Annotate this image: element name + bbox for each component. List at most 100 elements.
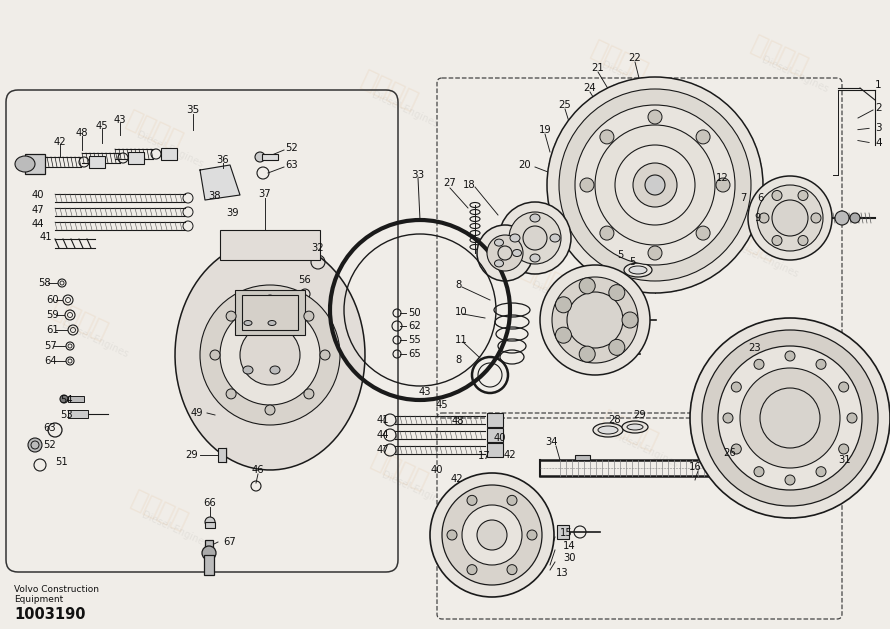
Circle shape [748,176,832,260]
Circle shape [579,346,595,362]
Ellipse shape [530,254,540,262]
Circle shape [772,235,782,245]
Bar [128,152,144,164]
Circle shape [477,520,507,550]
Text: 5: 5 [617,250,623,260]
Circle shape [600,130,614,144]
Text: 2: 2 [875,103,882,113]
Text: 48: 48 [452,416,465,426]
Circle shape [648,110,662,124]
Circle shape [690,318,890,518]
Text: Diesel-Engines: Diesel-Engines [140,510,210,550]
Text: 51: 51 [55,457,68,467]
Text: Volvo Construction: Volvo Construction [14,585,99,594]
Circle shape [798,235,808,245]
Text: 10: 10 [455,307,467,317]
Text: 31: 31 [838,455,852,465]
Text: 46: 46 [252,465,264,475]
Text: 55: 55 [408,335,421,345]
Circle shape [527,530,537,540]
Ellipse shape [15,156,35,172]
Circle shape [716,178,730,192]
Circle shape [540,265,650,375]
Text: Diesel-Engines: Diesel-Engines [380,470,450,510]
Circle shape [547,77,763,293]
Circle shape [633,163,677,207]
Text: 60: 60 [46,295,59,305]
Text: 紫发动力: 紫发动力 [717,216,782,264]
Text: 47: 47 [376,445,389,455]
Circle shape [847,413,857,423]
Ellipse shape [627,424,643,430]
Circle shape [442,485,542,585]
Ellipse shape [495,239,504,246]
Circle shape [202,546,216,560]
Ellipse shape [593,423,623,437]
Bar [220,230,320,260]
Text: Diesel-Engines: Diesel-Engines [610,430,680,470]
Text: 20: 20 [519,160,531,170]
Circle shape [205,517,215,527]
Circle shape [552,277,638,363]
Circle shape [645,175,665,195]
Bar [204,555,214,575]
Circle shape [754,467,764,477]
Text: 54: 54 [60,395,73,405]
Circle shape [696,130,710,144]
Text: Diesel-Engines: Diesel-Engines [760,55,829,95]
Text: Diesel-Engines: Diesel-Engines [270,310,340,350]
Bar [557,525,569,539]
Circle shape [467,496,477,505]
Circle shape [732,382,741,392]
Text: Diesel-Engines: Diesel-Engines [370,90,440,130]
Circle shape [567,292,623,348]
Circle shape [835,211,849,225]
Ellipse shape [244,321,252,325]
Text: 40: 40 [32,190,44,200]
Circle shape [816,359,826,369]
Circle shape [28,438,42,452]
Text: 紫发动力: 紫发动力 [587,36,652,84]
Ellipse shape [550,234,560,242]
Circle shape [811,213,821,223]
Text: 59: 59 [46,310,59,320]
Text: 15: 15 [560,528,573,538]
Circle shape [226,389,236,399]
Text: 36: 36 [216,155,230,165]
Text: 紫发动力: 紫发动力 [598,406,662,454]
Text: 紫发动力: 紫发动力 [358,67,422,114]
Ellipse shape [510,234,520,242]
Text: 42: 42 [504,450,516,460]
Circle shape [648,246,662,260]
Text: 63: 63 [43,423,55,433]
Text: 50: 50 [408,308,421,318]
Text: 38: 38 [209,191,222,201]
Circle shape [430,473,554,597]
Text: 28: 28 [609,415,621,425]
Text: 5: 5 [629,257,635,267]
Text: 48: 48 [76,128,88,138]
Circle shape [609,340,625,355]
Ellipse shape [598,426,618,434]
Text: 紫发动力: 紫发动力 [48,296,112,343]
Text: 42: 42 [53,137,67,147]
Circle shape [303,389,314,399]
Circle shape [210,350,220,360]
Text: 64: 64 [44,356,57,366]
Text: 13: 13 [556,568,569,578]
Circle shape [265,295,275,305]
Text: 紫发动力: 紫发动力 [128,486,192,533]
Text: 8: 8 [455,355,461,365]
Text: 32: 32 [312,243,324,253]
Polygon shape [175,240,365,470]
Text: 37: 37 [259,189,271,199]
Text: Diesel-Engines: Diesel-Engines [730,240,800,280]
Bar [205,540,213,550]
Text: 33: 33 [411,170,425,180]
Circle shape [580,178,594,192]
Bar [89,156,105,168]
Text: 41: 41 [376,415,389,425]
Text: Diesel-Engines: Diesel-Engines [530,280,600,320]
Circle shape [509,212,561,264]
Circle shape [785,475,795,485]
